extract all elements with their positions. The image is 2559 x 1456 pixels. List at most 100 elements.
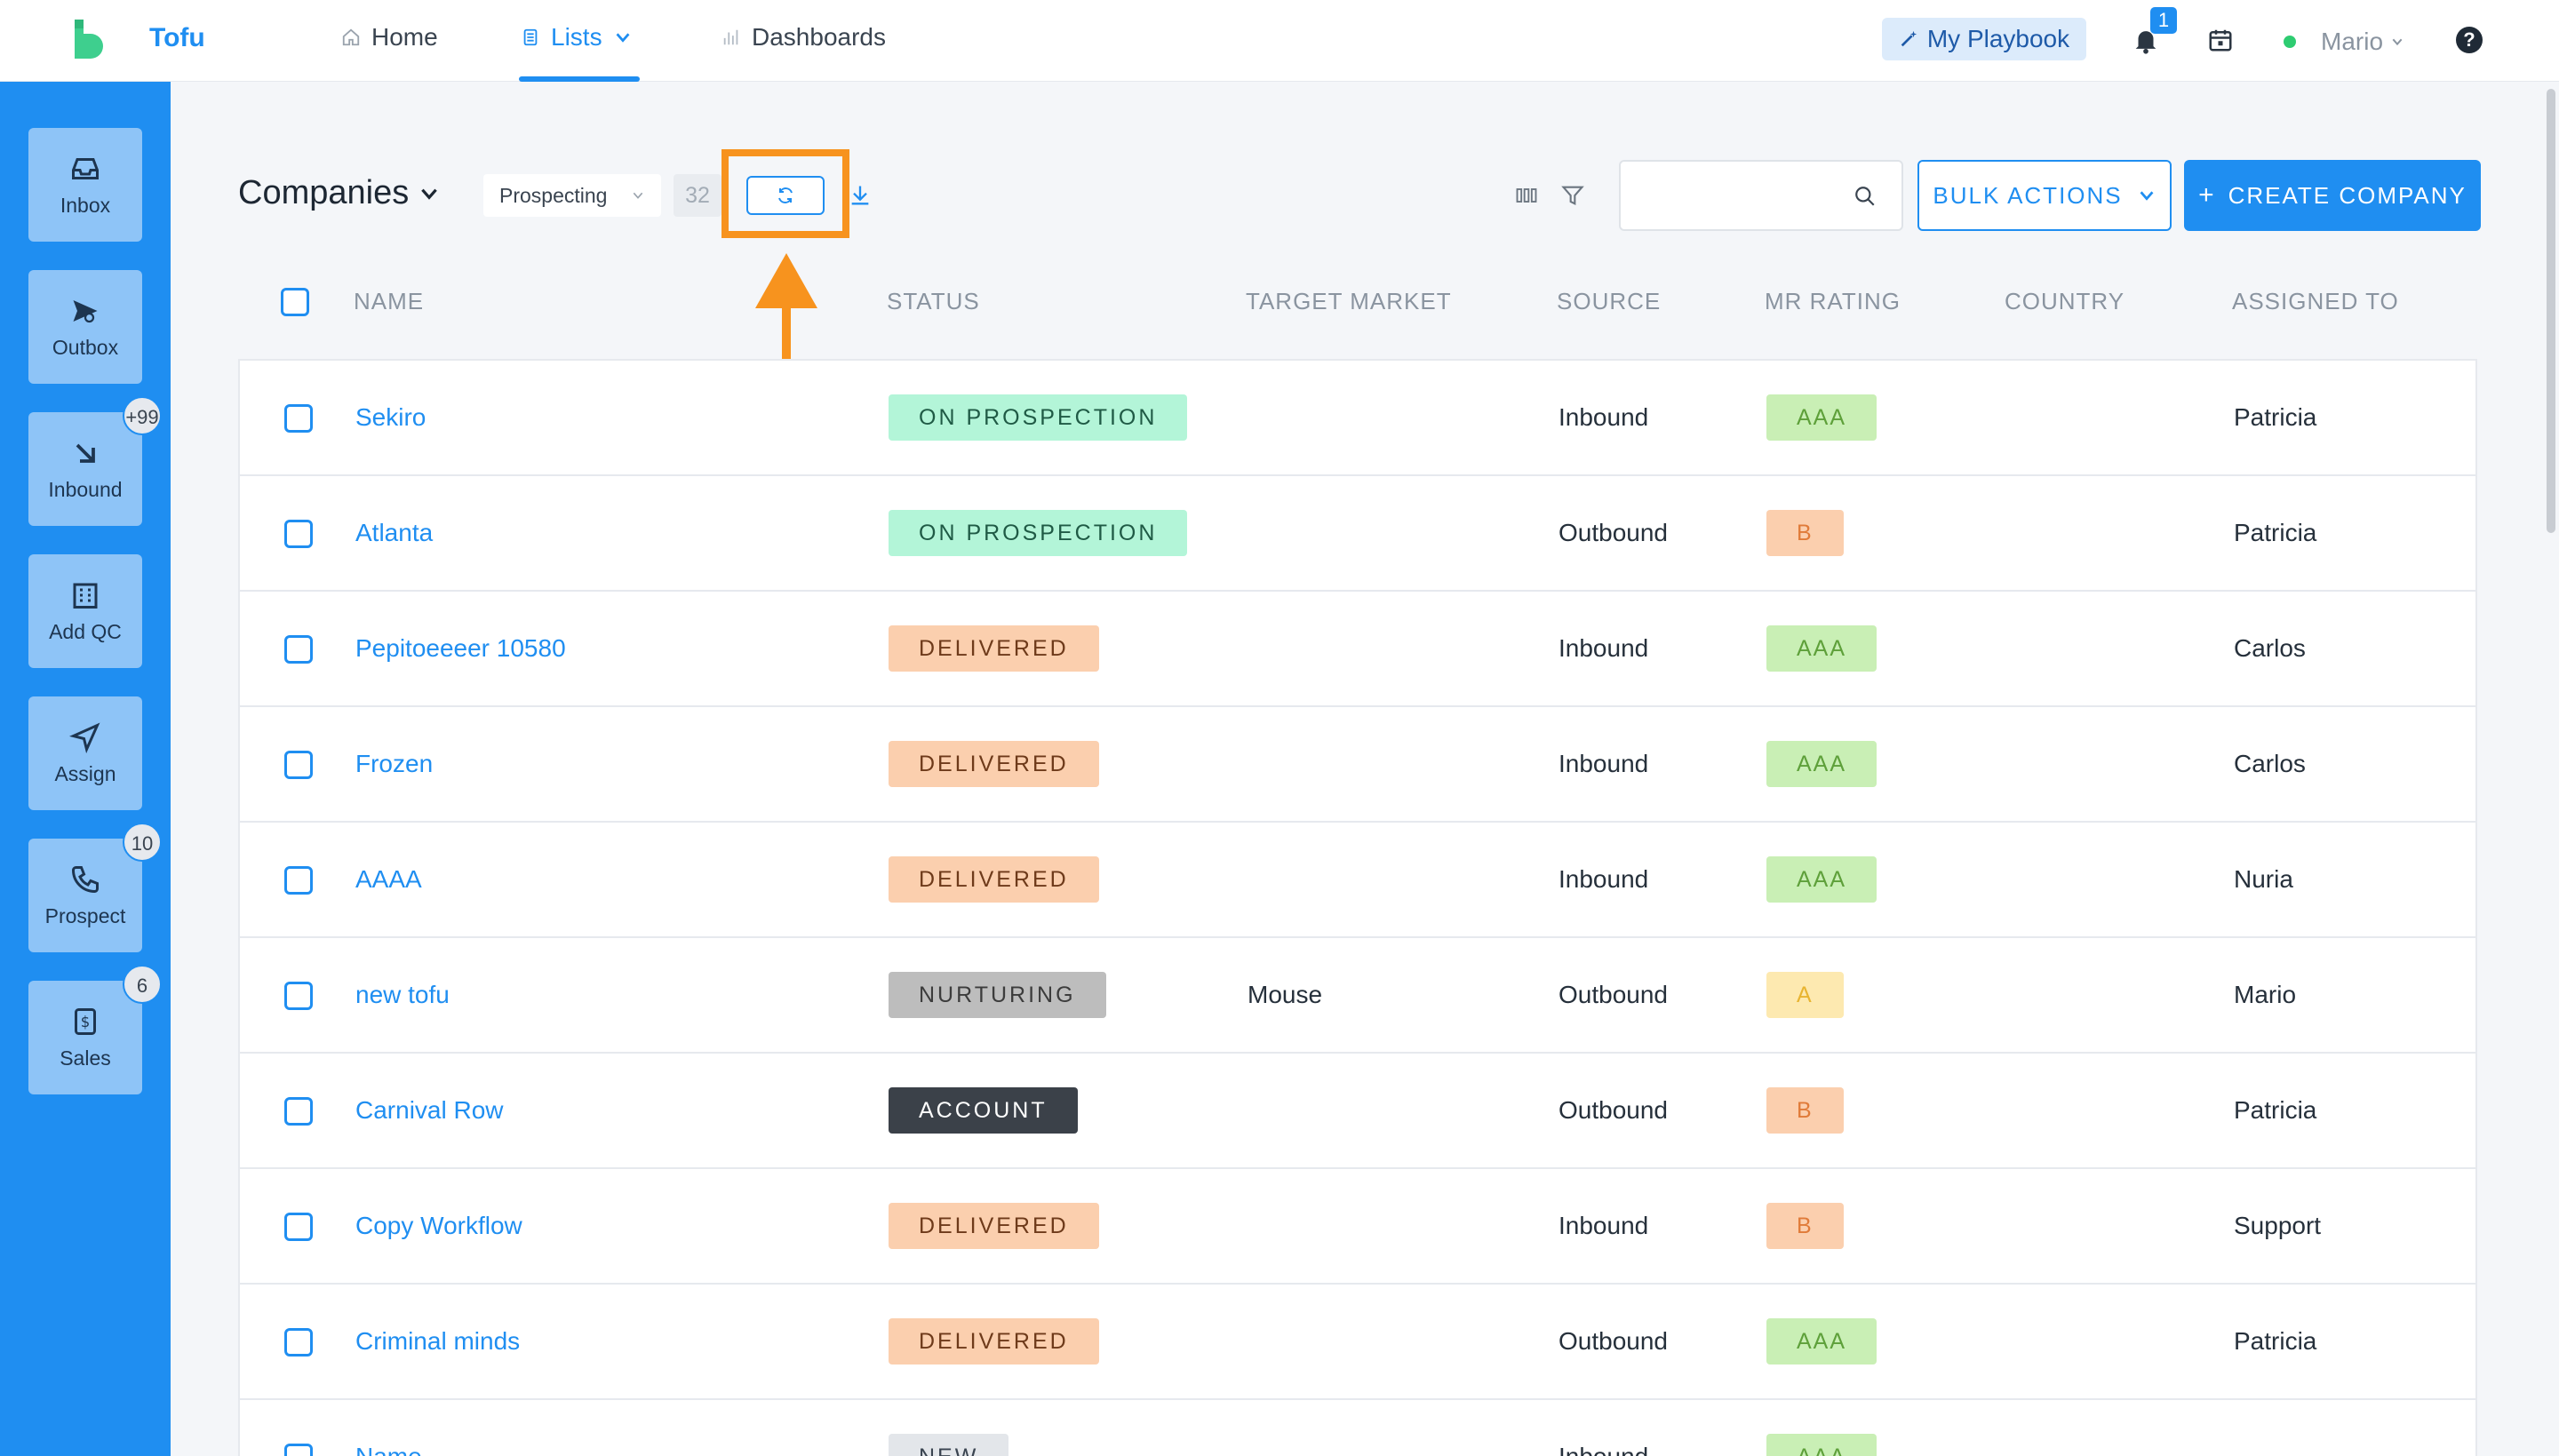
table-row[interactable]: Pepitoeeeer 10580 DELIVERED Inbound AAA … <box>240 592 2475 707</box>
table-row[interactable]: Atlanta ON PROSPECTION Outbound B Patric… <box>240 476 2475 592</box>
source-cell: Inbound <box>1559 1443 1648 1456</box>
send-icon <box>73 299 98 322</box>
row-checkbox[interactable] <box>284 1097 313 1126</box>
sidebar-item-outbox[interactable]: Outbox <box>28 270 142 384</box>
create-company-label: CREATE COMPANY <box>2228 181 2467 209</box>
company-name-link[interactable]: Frozen <box>355 750 434 777</box>
table-row[interactable]: new tofu NURTURING Mouse Outbound A Mari… <box>240 938 2475 1054</box>
phone-icon <box>71 865 99 893</box>
active-tab-indicator <box>519 76 640 82</box>
inbox-icon <box>72 157 99 179</box>
target-market-cell: Mouse <box>1248 981 1323 1008</box>
company-name-link[interactable]: Atlanta <box>355 519 434 546</box>
nav-lists[interactable]: Lists <box>521 23 633 52</box>
prospect-badge: 10 <box>123 823 162 862</box>
building-icon <box>73 583 98 609</box>
create-company-button[interactable]: + CREATE COMPANY <box>2184 160 2481 231</box>
sidebar-item-inbox[interactable]: Inbox <box>28 128 142 242</box>
row-checkbox[interactable] <box>284 404 313 433</box>
rating-badge: AAA <box>1766 1318 1877 1365</box>
rating-badge: B <box>1766 510 1844 556</box>
calendar-icon[interactable] <box>2207 27 2234 53</box>
company-name-link[interactable]: Pepitoeeeer 10580 <box>355 634 566 662</box>
rating-badge: AAA <box>1766 394 1877 441</box>
row-checkbox[interactable] <box>284 1444 313 1456</box>
assigned-to-cell: Patricia <box>2234 403 2317 431</box>
sales-badge: 6 <box>123 965 162 1004</box>
list-icon <box>523 28 538 46</box>
tofu-logo-icon[interactable] <box>71 18 107 62</box>
table-row[interactable]: Name NEW Inbound AAA <box>240 1400 2475 1456</box>
bulk-actions-button[interactable]: BULK ACTIONS <box>1917 160 2172 231</box>
row-checkbox[interactable] <box>284 1328 313 1357</box>
sidebar-item-inbound[interactable]: Inbound <box>28 412 142 526</box>
select-all-checkbox[interactable] <box>281 288 309 316</box>
svg-text:$: $ <box>81 1014 91 1030</box>
column-header-name[interactable]: NAME <box>354 288 425 314</box>
sidebar-item-label: Prospect <box>44 903 126 927</box>
company-name-link[interactable]: Carnival Row <box>355 1096 504 1124</box>
company-name-link[interactable]: Copy Workflow <box>355 1212 522 1239</box>
search-input[interactable] <box>1621 162 1843 229</box>
bell-icon[interactable] <box>2131 25 2161 55</box>
company-name-link[interactable]: Name <box>355 1443 422 1456</box>
source-cell: Inbound <box>1559 1212 1649 1239</box>
bar-chart-icon <box>723 29 738 45</box>
search-field[interactable] <box>1619 160 1903 231</box>
source-cell: Outbound <box>1559 519 1668 546</box>
download-icon[interactable] <box>848 183 873 208</box>
rating-badge: AAA <box>1766 741 1877 787</box>
row-checkbox[interactable] <box>284 982 313 1010</box>
column-header-mr-rating[interactable]: MR RATING <box>1765 288 1901 314</box>
table-row[interactable]: Sekiro ON PROSPECTION Inbound AAA Patric… <box>240 361 2475 476</box>
refresh-icon <box>778 187 793 203</box>
nav-dashboards[interactable]: Dashboards <box>721 23 886 52</box>
sidebar-item-add-qc[interactable]: Add QC <box>28 554 142 668</box>
sidebar-item-sales[interactable]: $ Sales <box>28 981 142 1094</box>
online-status-dot <box>2284 36 2296 48</box>
sidebar-item-label: Sales <box>60 1046 111 1070</box>
help-icon[interactable]: ? <box>2456 27 2483 53</box>
column-header-assigned-to[interactable]: ASSIGNED TO <box>2232 288 2399 314</box>
nav-home[interactable]: Home <box>341 23 438 52</box>
nav-lists-label: Lists <box>551 23 602 51</box>
company-name-link[interactable]: Sekiro <box>355 403 426 431</box>
user-menu[interactable]: Mario <box>2321 28 2404 56</box>
page-scrollbar[interactable] <box>2547 89 2555 533</box>
table-row[interactable]: Copy Workflow DELIVERED Inbound B Suppor… <box>240 1169 2475 1285</box>
column-header-target-market[interactable]: TARGET MARKET <box>1246 288 1452 314</box>
column-header-status[interactable]: STATUS <box>887 288 980 314</box>
sidebar-item-label: Assign <box>54 761 116 785</box>
row-checkbox[interactable] <box>284 635 313 664</box>
refresh-button[interactable] <box>746 176 825 215</box>
columns-icon[interactable] <box>1514 183 1539 208</box>
sidebar-item-assign[interactable]: Assign <box>28 696 142 810</box>
company-name-link[interactable]: AAAA <box>355 865 422 893</box>
filter-icon[interactable] <box>1560 183 1585 208</box>
company-name-link[interactable]: Criminal minds <box>355 1327 521 1355</box>
row-checkbox[interactable] <box>284 751 313 779</box>
rating-badge: AAA <box>1766 1434 1877 1456</box>
companies-list-selector[interactable]: Companies <box>238 174 441 212</box>
source-cell: Outbound <box>1559 1096 1668 1124</box>
app-name[interactable]: Tofu <box>149 23 205 52</box>
companies-table: Sekiro ON PROSPECTION Inbound AAA Patric… <box>238 359 2477 1456</box>
plus-icon: + <box>2198 180 2216 210</box>
row-checkbox[interactable] <box>284 1213 313 1241</box>
chevron-down-icon <box>2392 38 2403 46</box>
segment-select[interactable]: Prospecting <box>483 174 661 217</box>
my-playbook-button[interactable]: My Playbook <box>1882 18 2086 60</box>
row-checkbox[interactable] <box>284 520 313 548</box>
sidebar-item-prospect[interactable]: Prospect <box>28 839 142 952</box>
chevron-down-icon <box>2140 191 2154 201</box>
row-checkbox[interactable] <box>284 866 313 895</box>
table-row[interactable]: Carnival Row ACCOUNT Outbound B Patricia <box>240 1054 2475 1169</box>
table-row[interactable]: AAAA DELIVERED Inbound AAA Nuria <box>240 823 2475 938</box>
column-header-country[interactable]: COUNTRY <box>2005 288 2125 314</box>
column-header-source[interactable]: SOURCE <box>1557 288 1662 314</box>
highlight-annotation-box <box>721 149 849 238</box>
search-icon[interactable] <box>1853 185 1877 208</box>
company-name-link[interactable]: new tofu <box>355 981 450 1008</box>
table-row[interactable]: Criminal minds DELIVERED Outbound AAA Pa… <box>240 1285 2475 1400</box>
table-row[interactable]: Frozen DELIVERED Inbound AAA Carlos <box>240 707 2475 823</box>
